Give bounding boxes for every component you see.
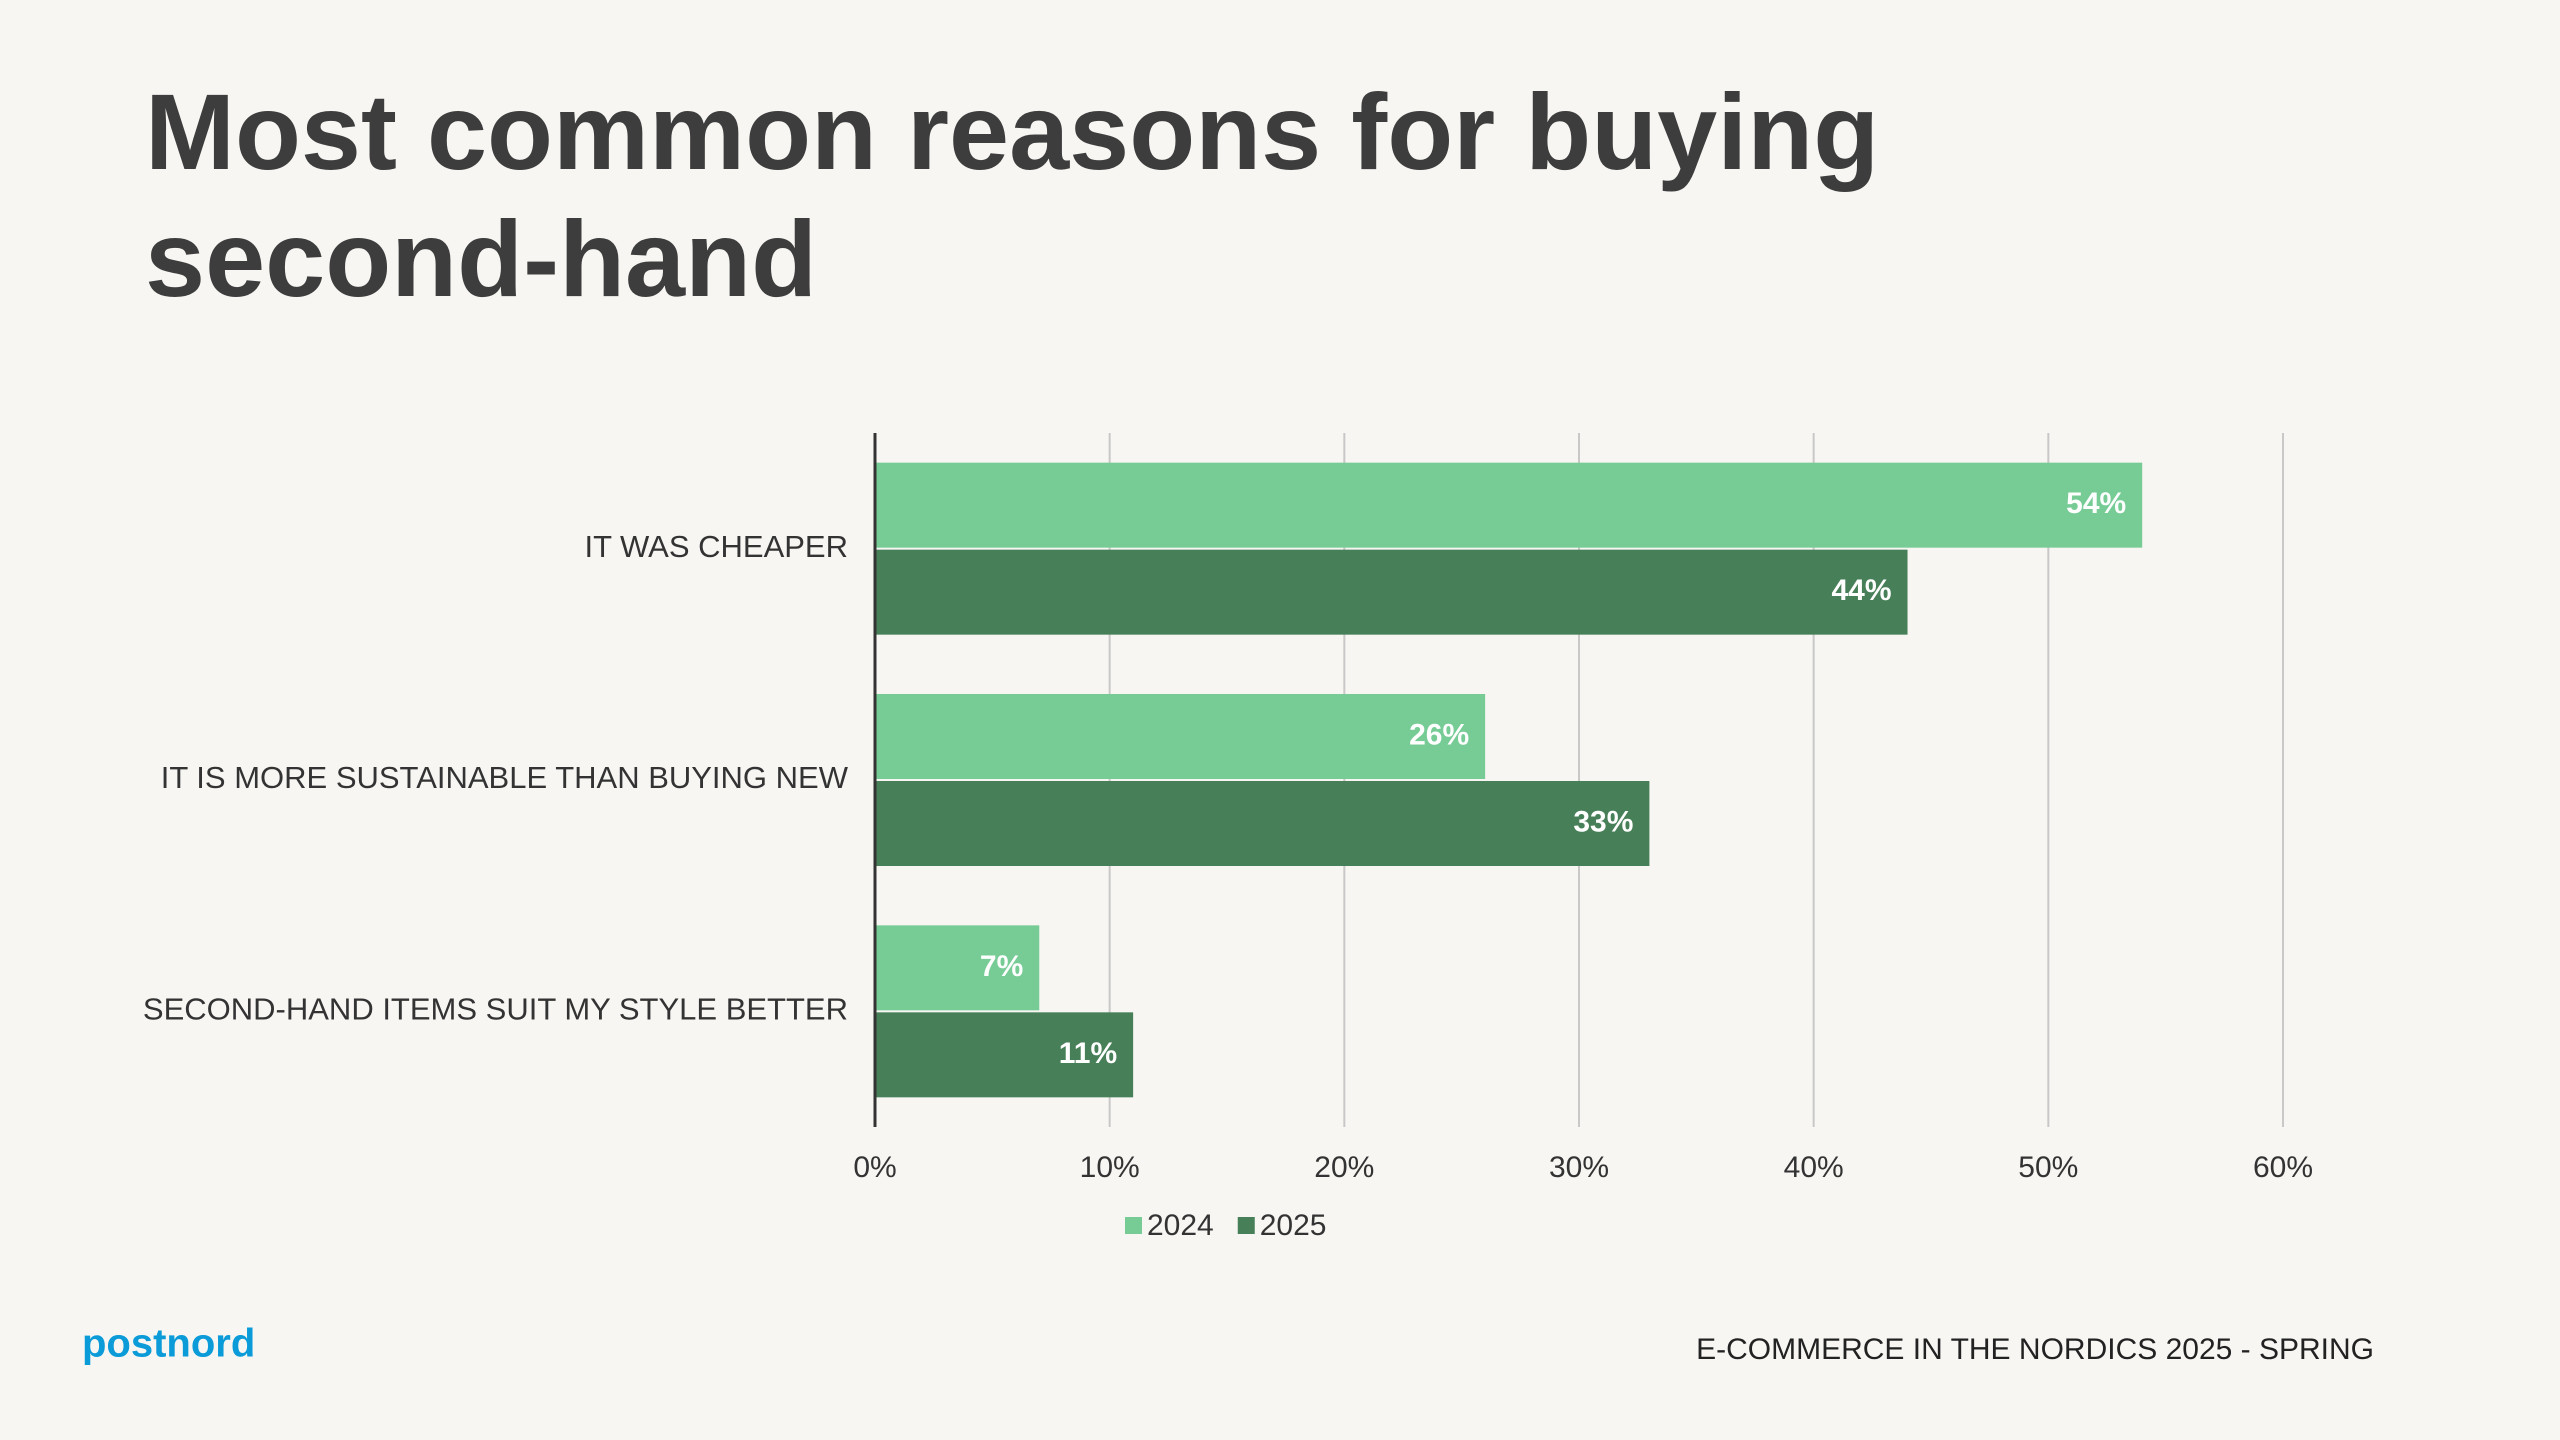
x-tick-label: 60%: [2253, 1151, 2313, 1184]
bar: [875, 549, 1908, 635]
bar: [875, 694, 1486, 779]
x-tick-label: 20%: [1314, 1151, 1374, 1184]
x-tick-label: 10%: [1080, 1151, 1140, 1184]
bar: [875, 925, 1040, 1011]
x-tick-label: 40%: [1784, 1151, 1844, 1184]
bar: [875, 462, 2143, 548]
legend-swatch: [1125, 1217, 1142, 1234]
value-label: 44%: [1831, 574, 1891, 607]
x-tick-label: 30%: [1549, 1151, 1609, 1184]
bar: [875, 1012, 1134, 1098]
value-label: 33%: [1573, 805, 1633, 838]
value-label: 11%: [1059, 1037, 1117, 1070]
category-label: IT WAS CHEAPER: [584, 529, 848, 564]
x-tick-label: 50%: [2018, 1151, 2078, 1184]
category-label: SECOND-HAND ITEMS SUIT MY STYLE BETTER: [143, 992, 848, 1027]
footer: E-COMMERCE IN THE NORDICS 2025 - SPRING: [1696, 1333, 2374, 1366]
bar: [875, 781, 1650, 866]
category-label: IT IS MORE SUSTAINABLE THAN BUYING NEW: [161, 760, 849, 795]
chart-title: Most common reasons for buying second-han…: [145, 71, 1879, 319]
legend-label: 2025: [1260, 1209, 1327, 1242]
value-label: 54%: [2066, 487, 2126, 520]
brand-logo: postnord: [82, 1322, 255, 1366]
legend-swatch: [1237, 1217, 1255, 1234]
legend-label: 2024: [1147, 1209, 1214, 1242]
x-tick-label: 0%: [853, 1151, 896, 1184]
value-label: 26%: [1409, 718, 1469, 751]
value-label: 7%: [980, 950, 1023, 983]
